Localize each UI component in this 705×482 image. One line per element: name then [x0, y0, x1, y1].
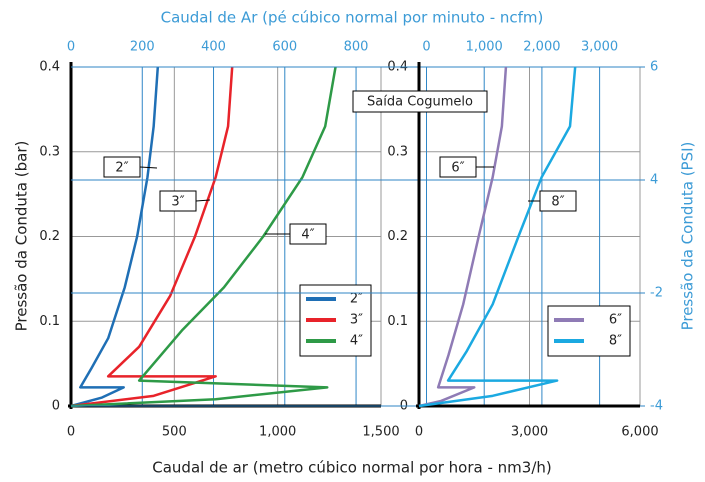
- x-tick-label: 1,500: [362, 425, 399, 440]
- y-tick-label: 0.2: [39, 229, 60, 244]
- x-tick-label: 1,000: [259, 425, 296, 440]
- y2-tick-label: -2: [650, 286, 663, 301]
- legend-label: 6″: [609, 313, 622, 328]
- y-tick-label: 0.1: [39, 314, 60, 329]
- callout-box: [289, 223, 327, 245]
- callout-label: 8″: [551, 195, 564, 210]
- series-line: [418, 66, 508, 408]
- x-tick-label: 0: [415, 425, 423, 440]
- y2-tick-label: 4: [650, 173, 658, 188]
- legend-box: [547, 305, 631, 357]
- y-tick-label: 0.2: [387, 229, 408, 244]
- x-tick-label: 6,000: [621, 425, 658, 440]
- top-tick-label: 0: [67, 40, 75, 55]
- x-tick-label: 3,000: [511, 425, 548, 440]
- legend-label: 3″: [350, 313, 363, 328]
- callout-box: [439, 156, 477, 178]
- y-tick-label: 0: [52, 399, 60, 414]
- top-tick-label: 200: [130, 40, 155, 55]
- callout-box: [539, 190, 577, 212]
- y-tick-label: 0.3: [387, 144, 408, 159]
- top-tick-label: 400: [201, 40, 226, 55]
- top-tick-label: 600: [272, 40, 297, 55]
- y2-tick-label: -4: [650, 399, 663, 414]
- callout-label: 2″: [115, 161, 128, 176]
- top-tick-label: 1,000: [466, 40, 503, 55]
- series-line: [70, 66, 160, 408]
- y-tick-label: 0.1: [387, 314, 408, 329]
- x-tick-label: 0: [67, 425, 75, 440]
- callout-box: [103, 156, 141, 178]
- y2-tick-label: 6: [650, 60, 658, 75]
- callout-label: 6″: [451, 161, 464, 176]
- annotation: Saída Cogumelo: [367, 95, 473, 110]
- series-line: [70, 66, 337, 408]
- series-line: [418, 66, 577, 408]
- callout-box: [159, 190, 197, 212]
- callout-label: 3″: [171, 195, 184, 210]
- y2-axis-title: Pressão da Conduta (PSI): [679, 142, 697, 331]
- top-tick-label: 800: [344, 40, 369, 55]
- top-tick-label: 2,000: [523, 40, 560, 55]
- x-tick-label: 500: [162, 425, 187, 440]
- legend-label: 8″: [609, 334, 622, 349]
- top-axis-title: Caudal de Ar (pé cúbico normal por minut…: [161, 9, 544, 27]
- y-axis-title: Pressão da Conduta (bar): [13, 141, 31, 332]
- annotation-box: [352, 90, 488, 113]
- y-tick-label: 0.3: [39, 144, 60, 159]
- legend-label: 2″: [350, 292, 363, 307]
- callout-leader: [195, 199, 211, 202]
- x-axis-title: Caudal de ar (metro cúbico normal por ho…: [152, 459, 552, 477]
- legend-label: 4″: [350, 334, 363, 349]
- y-tick-label: 0.4: [39, 60, 60, 75]
- top-tick-label: 0: [422, 40, 430, 55]
- top-tick-label: 3,000: [581, 40, 618, 55]
- callout-label: 4″: [301, 228, 314, 243]
- series-line: [70, 66, 234, 408]
- callout-leader: [139, 166, 158, 169]
